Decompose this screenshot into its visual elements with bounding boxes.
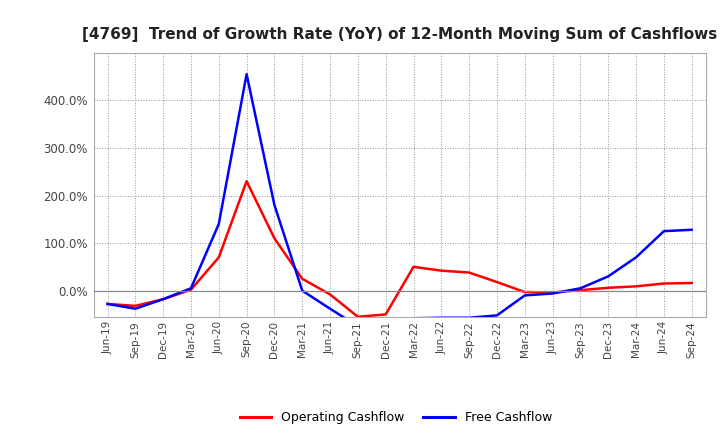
Free Cashflow	[159, 297, 168, 302]
Operating Cashflow	[186, 287, 195, 292]
Operating Cashflow	[521, 290, 529, 295]
Free Cashflow	[437, 315, 446, 320]
Operating Cashflow	[492, 279, 501, 285]
Operating Cashflow	[660, 281, 668, 286]
Operating Cashflow	[437, 268, 446, 273]
Operating Cashflow	[242, 179, 251, 184]
Operating Cashflow	[215, 255, 223, 260]
Operating Cashflow	[604, 285, 613, 290]
Operating Cashflow	[131, 303, 140, 308]
Legend: Operating Cashflow, Free Cashflow: Operating Cashflow, Free Cashflow	[235, 407, 557, 429]
Operating Cashflow	[688, 280, 696, 286]
Free Cashflow	[660, 228, 668, 234]
Free Cashflow	[382, 318, 390, 323]
Operating Cashflow	[298, 276, 307, 282]
Operating Cashflow	[103, 301, 112, 307]
Free Cashflow	[465, 315, 474, 320]
Operating Cashflow	[270, 236, 279, 241]
Free Cashflow	[215, 221, 223, 227]
Free Cashflow	[492, 313, 501, 318]
Free Cashflow	[325, 306, 334, 312]
Operating Cashflow	[325, 292, 334, 297]
Operating Cashflow	[159, 297, 168, 302]
Title: [4769]  Trend of Growth Rate (YoY) of 12-Month Moving Sum of Cashflows: [4769] Trend of Growth Rate (YoY) of 12-…	[82, 27, 717, 42]
Line: Operating Cashflow: Operating Cashflow	[107, 181, 692, 317]
Free Cashflow	[186, 286, 195, 291]
Free Cashflow	[576, 286, 585, 291]
Free Cashflow	[270, 202, 279, 208]
Operating Cashflow	[549, 290, 557, 295]
Operating Cashflow	[465, 270, 474, 275]
Free Cashflow	[298, 288, 307, 293]
Free Cashflow	[688, 227, 696, 232]
Operating Cashflow	[382, 312, 390, 317]
Free Cashflow	[631, 255, 640, 260]
Free Cashflow	[103, 301, 112, 307]
Operating Cashflow	[354, 314, 362, 319]
Free Cashflow	[354, 324, 362, 329]
Line: Free Cashflow: Free Cashflow	[107, 74, 692, 326]
Operating Cashflow	[631, 284, 640, 289]
Free Cashflow	[409, 315, 418, 321]
Free Cashflow	[131, 306, 140, 312]
Free Cashflow	[242, 72, 251, 77]
Free Cashflow	[549, 291, 557, 296]
Operating Cashflow	[576, 287, 585, 293]
Free Cashflow	[604, 274, 613, 279]
Free Cashflow	[521, 293, 529, 298]
Operating Cashflow	[409, 264, 418, 269]
